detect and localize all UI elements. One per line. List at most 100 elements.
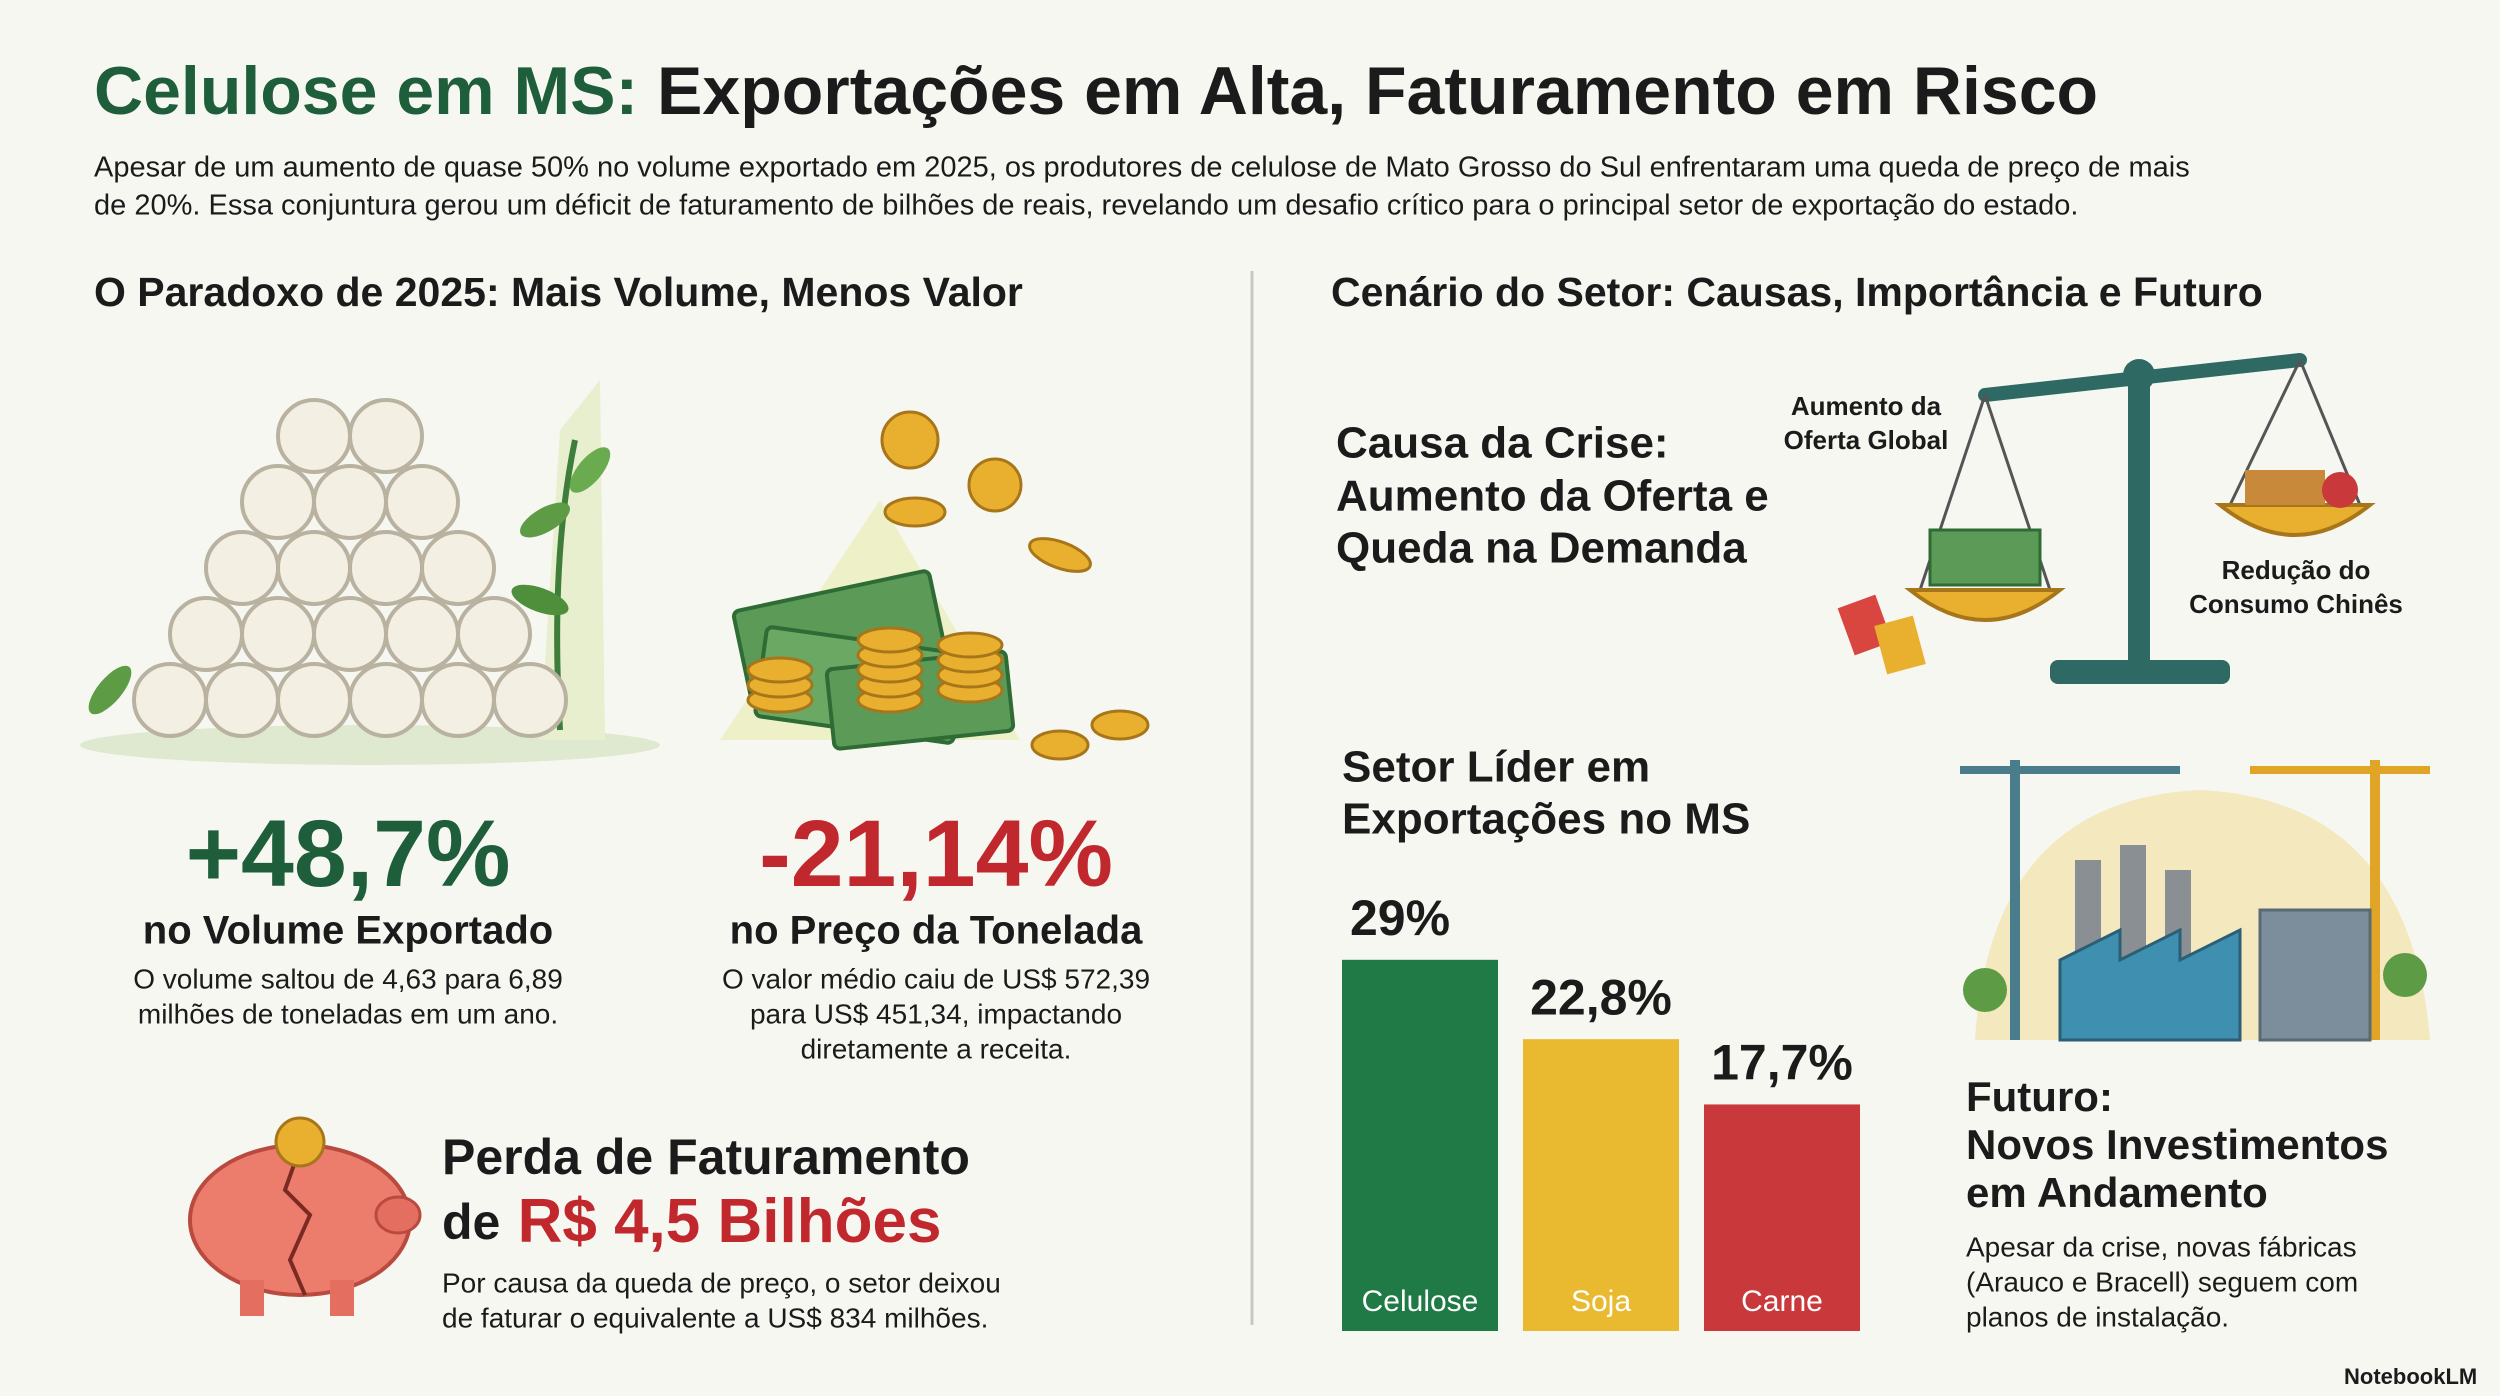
piggy-leg	[240, 1280, 264, 1316]
tree	[2383, 953, 2427, 997]
money-illustration	[720, 410, 1150, 761]
coin	[880, 410, 940, 470]
scale-pole	[2128, 380, 2150, 670]
crane	[2010, 760, 2020, 1040]
footer-brand: NotebookLM	[2344, 1364, 2477, 1389]
volume-label: no Volume Exportado	[143, 909, 553, 953]
bar	[1342, 959, 1498, 1331]
factory-illustration	[1960, 760, 2430, 1042]
coin	[967, 457, 1023, 513]
coin	[1090, 709, 1150, 741]
basket	[2245, 470, 2325, 505]
scale-pan	[1904, 588, 2066, 622]
price-desc: para US$ 451,34, impactando	[750, 998, 1122, 1029]
piggy-bank-illustration	[188, 1116, 422, 1316]
pulp-rolls-illustration	[80, 380, 660, 765]
volume-desc: O volume saltou de 4,63 para 6,89	[133, 963, 563, 994]
roll	[204, 530, 280, 606]
category-label: Soja	[1571, 1285, 1631, 1318]
bar	[1704, 1104, 1860, 1331]
piggy-snout	[374, 1195, 422, 1235]
coin	[936, 631, 1004, 659]
factory	[2058, 927, 2242, 1042]
crack	[282, 1147, 313, 1296]
price-label: no Preço da Tonelada	[730, 909, 1143, 953]
volume-desc: milhões de toneladas em um ano.	[138, 998, 558, 1029]
crane	[2370, 760, 2380, 1040]
price-desc: O valor médio caiu de US$ 572,39	[722, 963, 1150, 994]
cause-heading: Causa da Crise:	[1336, 419, 1669, 468]
coin	[883, 496, 947, 528]
leaf	[569, 447, 611, 493]
roll	[348, 530, 424, 606]
roll	[168, 596, 244, 672]
roll	[420, 530, 496, 606]
loss-amount: R$ 4,5 Bilhões	[518, 1187, 942, 1256]
value-label: 29%	[1350, 890, 1450, 946]
loss-desc: de faturar o equivalente a US$ 834 milhõ…	[442, 1302, 988, 1333]
roll	[420, 662, 496, 738]
price-desc: diretamente a receita.	[801, 1033, 1072, 1064]
future-heading: Novos Investimentos	[1966, 1121, 2388, 1168]
category-label: Carne	[1741, 1285, 1823, 1318]
section-heading: O Paradoxo de 2025: Mais Volume, Menos V…	[94, 269, 1023, 315]
coin	[856, 626, 924, 654]
category-label: Celulose	[1362, 1285, 1479, 1318]
leaf	[88, 665, 132, 715]
pan-label: Oferta Global	[1784, 425, 1949, 455]
roll	[276, 398, 352, 474]
roll	[240, 596, 316, 672]
loss-desc: Por causa da queda de preço, o setor dei…	[442, 1267, 1001, 1298]
scale-base	[2050, 660, 2230, 684]
section-heading: Cenário do Setor: Causas, Importância e …	[1331, 269, 2263, 315]
title-lead: Celulose em MS:	[94, 53, 638, 129]
roll	[132, 662, 208, 738]
roll	[312, 464, 388, 540]
coin	[1028, 537, 1092, 573]
roll	[204, 662, 280, 738]
scale-illustration	[1837, 353, 2376, 684]
leaf	[511, 584, 569, 616]
scale-strings	[1918, 359, 2362, 591]
title-rest: Exportações em Alta, Faturamento em Risc…	[657, 53, 2098, 129]
value-label: 22,8%	[1530, 969, 1672, 1025]
roll	[276, 662, 352, 738]
fruit	[2322, 472, 2358, 508]
ground	[80, 725, 660, 765]
roll	[492, 662, 568, 738]
roll	[384, 596, 460, 672]
bar-chart: 29% Celulose 22,8% Soja 17,7% Carne	[1342, 890, 1860, 1331]
value-label: 17,7%	[1711, 1035, 1853, 1091]
future-heading: em Andamento	[1966, 1169, 2268, 1216]
cause-heading: Aumento da Oferta e	[1336, 472, 1769, 521]
loss-heading: Perda de Faturamento	[442, 1129, 970, 1185]
subtitle: Apesar de um aumento de quase 50% no vol…	[94, 152, 2190, 184]
future-desc: planos de instalação.	[1966, 1301, 2229, 1332]
roll	[276, 530, 352, 606]
roll	[348, 398, 424, 474]
coin	[746, 656, 814, 684]
roll	[348, 662, 424, 738]
chart-title: Setor Líder em	[1342, 743, 1650, 792]
coin	[1030, 729, 1090, 761]
cause-heading: Queda na Demanda	[1336, 524, 1747, 573]
roll	[384, 464, 460, 540]
tree	[1963, 968, 2007, 1012]
roll	[312, 596, 388, 672]
leaf	[520, 502, 570, 538]
subtitle: de 20%. Essa conjuntura gerou um déficit…	[94, 190, 2078, 222]
pan-label: Aumento da	[1791, 391, 1942, 421]
loss-heading-lead: de	[442, 1194, 500, 1250]
roll	[456, 596, 532, 672]
pan-label: Redução do	[2222, 555, 2371, 585]
title: Celulose em MS: Exportações em Alta, Fat…	[94, 53, 2098, 129]
future-heading: Futuro:	[1966, 1073, 2113, 1120]
coin	[274, 1116, 326, 1168]
bar	[1523, 1039, 1679, 1331]
scale-pan	[2214, 503, 2376, 537]
scale-pivot	[2123, 359, 2155, 391]
price-tag	[1874, 615, 1926, 675]
piggy-leg	[330, 1280, 354, 1316]
